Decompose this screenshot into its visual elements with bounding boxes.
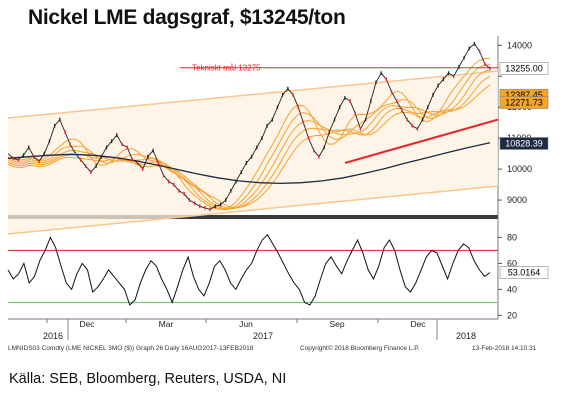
rsi-value-tag [499, 266, 549, 279]
long-moving-average-line [7, 142, 491, 185]
price-value-tag-label: 10828.39 [505, 138, 543, 148]
x-tick-label: Dec [410, 319, 426, 329]
price-value-tag-label: 12387.45 [505, 90, 543, 100]
support-trend-line [344, 118, 499, 164]
channel-lower-line [7, 185, 499, 235]
price-value-tag [499, 96, 549, 109]
x-tick-label: Dec [79, 319, 95, 329]
x-tick-label: Jun [239, 319, 253, 329]
moving-average-band-2 [7, 64, 491, 211]
year-label: 2017 [253, 331, 273, 341]
chart-title: Nickel LME dagsgraf, $13245/ton [28, 6, 346, 29]
moving-average-band-5 [7, 84, 491, 209]
x-tick-label: Mar [159, 319, 174, 329]
footer-right: 13-Feb-2018 14:10:31 [472, 345, 537, 352]
price-y-tick-label: 14000 [507, 40, 532, 50]
price-value-tag [499, 62, 549, 75]
source-note: Källa: SEB, Bloomberg, Reuters, USDA, NI [9, 371, 287, 387]
price-line [7, 43, 491, 210]
price-value-tag [499, 137, 549, 150]
rsi-y-tick-label: 80 [507, 232, 517, 242]
rsi-y-tick-label: 20 [507, 310, 517, 320]
price-y-tick-label: 9000 [507, 195, 527, 205]
moving-average-band-4 [7, 75, 491, 210]
price-y-tick-label: 10000 [507, 164, 532, 174]
rsi-y-tick-label: 40 [507, 284, 517, 294]
rsi-y-tick-label: 60 [507, 258, 517, 268]
x-tick-label: Sep [329, 319, 344, 329]
channel-upper-line [7, 70, 499, 119]
price-value-tag-label: 12271.73 [505, 98, 543, 108]
price-value-tag-label: 13255.00 [505, 63, 543, 73]
rsi-line [7, 233, 491, 306]
year-label: 2016 [43, 331, 63, 341]
footer-center: Copyright© 2018 Bloomberg Finance L.P. [300, 344, 420, 352]
year-label: 2018 [456, 331, 476, 341]
moving-average-band-3 [7, 69, 491, 210]
nickel-chart: Tekniskt mål 13275 900010000110001200014… [7, 36, 549, 352]
footer-left: LMNIDS03 Comdty (LME NICKEL 3MO ($)) Gra… [8, 345, 254, 352]
rsi-value-tag-label: 53.0164 [508, 267, 541, 277]
target-label: Tekniskt mål 13275 [192, 64, 261, 73]
